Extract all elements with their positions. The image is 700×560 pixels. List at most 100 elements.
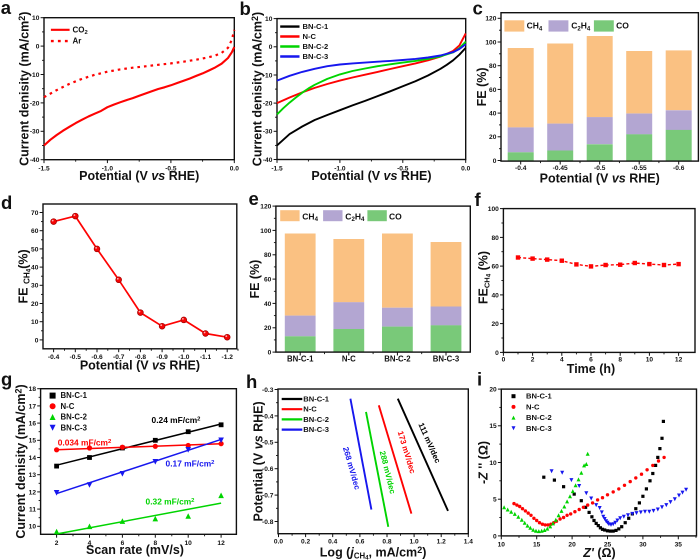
svg-text:-0.8: -0.8 bbox=[135, 354, 147, 361]
svg-text:0: 0 bbox=[495, 350, 499, 357]
svg-text:Potential (V vs RHE): Potential (V vs RHE) bbox=[540, 172, 660, 186]
svg-text:BN-C-1: BN-C-1 bbox=[526, 392, 553, 401]
svg-text:268 mV/dec: 268 mV/dec bbox=[341, 446, 362, 491]
svg-text:8: 8 bbox=[618, 357, 622, 364]
svg-text:Current denisity (mA/cm2): Current denisity (mA/cm2) bbox=[14, 384, 29, 538]
svg-text:-0.5: -0.5 bbox=[165, 166, 177, 173]
svg-text:4: 4 bbox=[560, 357, 564, 364]
svg-text:-30: -30 bbox=[30, 129, 40, 136]
svg-text:Log (jCH4, mA/cm2): Log (jCH4, mA/cm2) bbox=[320, 545, 427, 560]
svg-text:25: 25 bbox=[604, 541, 612, 548]
svg-text:70: 70 bbox=[31, 210, 39, 217]
svg-text:c: c bbox=[473, 0, 483, 19]
svg-text:12: 12 bbox=[675, 357, 683, 364]
svg-text:e: e bbox=[249, 188, 259, 209]
svg-text:-0.4: -0.4 bbox=[48, 354, 60, 361]
svg-text:20: 20 bbox=[489, 134, 497, 141]
svg-text:N-C: N-C bbox=[61, 402, 75, 411]
svg-text:0.0: 0.0 bbox=[230, 166, 239, 173]
svg-text:Current denisity (mA/cm2): Current denisity (mA/cm2) bbox=[17, 12, 32, 166]
svg-text:0.0: 0.0 bbox=[461, 166, 470, 173]
svg-text:0.17 mF/cm2: 0.17 mF/cm2 bbox=[166, 459, 216, 469]
svg-text:-1.5: -1.5 bbox=[271, 166, 283, 173]
svg-text:16: 16 bbox=[29, 421, 37, 428]
svg-text:15: 15 bbox=[533, 541, 541, 548]
svg-text:Potential (V vs RHE): Potential (V vs RHE) bbox=[252, 401, 266, 521]
svg-text:Scan rate (mV/s): Scan rate (mV/s) bbox=[86, 543, 184, 557]
svg-text:-0.5: -0.5 bbox=[262, 440, 274, 447]
svg-text:60: 60 bbox=[264, 277, 272, 284]
svg-text:20: 20 bbox=[489, 387, 497, 394]
svg-text:-20: -20 bbox=[263, 101, 273, 108]
svg-text:-0.6: -0.6 bbox=[673, 165, 685, 172]
svg-text:BN-C-1: BN-C-1 bbox=[61, 391, 88, 400]
svg-text:BN-C-1: BN-C-1 bbox=[287, 355, 314, 364]
svg-text:80: 80 bbox=[489, 63, 497, 70]
svg-text:120: 120 bbox=[260, 204, 271, 211]
svg-text:BN-C-2: BN-C-2 bbox=[303, 415, 329, 424]
svg-text:20: 20 bbox=[31, 301, 39, 308]
svg-text:-1.0: -1.0 bbox=[102, 166, 114, 173]
svg-text:4: 4 bbox=[88, 540, 92, 547]
svg-text:10: 10 bbox=[489, 460, 497, 467]
svg-text:0.2: 0.2 bbox=[301, 539, 310, 546]
svg-text:100: 100 bbox=[260, 228, 271, 235]
svg-text:Potential (V vs RHE): Potential (V vs RHE) bbox=[311, 169, 431, 183]
svg-text:120: 120 bbox=[485, 16, 496, 23]
svg-text:11: 11 bbox=[29, 507, 36, 514]
svg-text:0.4: 0.4 bbox=[328, 539, 337, 546]
svg-text:15: 15 bbox=[489, 423, 497, 430]
svg-text:-0.9: -0.9 bbox=[156, 354, 168, 361]
svg-text:d: d bbox=[1, 192, 12, 213]
svg-text:BN-C-2: BN-C-2 bbox=[303, 42, 329, 51]
svg-text:17: 17 bbox=[29, 403, 37, 410]
svg-text:-10: -10 bbox=[263, 72, 273, 79]
svg-text:30: 30 bbox=[639, 541, 647, 548]
svg-text:40: 40 bbox=[489, 111, 497, 118]
svg-text:1.0: 1.0 bbox=[410, 539, 419, 546]
svg-text:b: b bbox=[240, 0, 251, 19]
svg-text:N-C: N-C bbox=[526, 402, 540, 411]
svg-text:N-C: N-C bbox=[303, 405, 317, 414]
svg-text:10: 10 bbox=[265, 16, 273, 23]
svg-text:a: a bbox=[1, 0, 12, 18]
svg-text:-0.8: -0.8 bbox=[262, 519, 274, 526]
svg-text:BN-C-3: BN-C-3 bbox=[433, 355, 460, 364]
svg-text:-1.2: -1.2 bbox=[222, 354, 234, 361]
svg-text:BN-C-1: BN-C-1 bbox=[303, 395, 330, 404]
svg-text:2: 2 bbox=[531, 357, 535, 364]
svg-text:BN-C-2: BN-C-2 bbox=[526, 413, 552, 422]
svg-text:CO: CO bbox=[616, 21, 629, 31]
svg-text:CH4: CH4 bbox=[302, 212, 318, 224]
svg-text:10: 10 bbox=[31, 319, 39, 326]
svg-text:h: h bbox=[246, 371, 257, 392]
svg-text:Current denisity (mA/cm2): Current denisity (mA/cm2) bbox=[250, 12, 265, 166]
svg-text:20: 20 bbox=[264, 325, 272, 332]
svg-text:60: 60 bbox=[489, 87, 497, 94]
svg-text:0: 0 bbox=[269, 44, 273, 51]
svg-text:-0.6: -0.6 bbox=[91, 354, 103, 361]
svg-text:BN-C-2: BN-C-2 bbox=[384, 355, 411, 364]
svg-text:10: 10 bbox=[32, 15, 40, 22]
svg-text:0: 0 bbox=[493, 158, 497, 165]
svg-text:f: f bbox=[475, 189, 482, 210]
svg-text:-1.5: -1.5 bbox=[38, 166, 50, 173]
svg-text:BN-C-3: BN-C-3 bbox=[526, 424, 552, 433]
svg-text:18: 18 bbox=[29, 386, 37, 393]
svg-text:Potential (V vs RHE): Potential (V vs RHE) bbox=[79, 169, 199, 183]
svg-text:14: 14 bbox=[29, 455, 37, 462]
svg-text:-0.7: -0.7 bbox=[262, 493, 274, 500]
svg-text:10: 10 bbox=[29, 524, 37, 531]
svg-text:1.2: 1.2 bbox=[437, 539, 446, 546]
svg-text:30: 30 bbox=[31, 283, 39, 290]
svg-text:CH4: CH4 bbox=[527, 21, 543, 33]
svg-text:-0.5: -0.5 bbox=[397, 166, 409, 173]
svg-text:g: g bbox=[1, 369, 12, 390]
svg-text:-1.1: -1.1 bbox=[200, 354, 212, 361]
svg-text:-1.0: -1.0 bbox=[178, 354, 190, 361]
svg-text:6: 6 bbox=[589, 357, 593, 364]
svg-text:FECH4 (%): FECH4 (%) bbox=[477, 251, 493, 304]
svg-text:-Z '' (Ω): -Z '' (Ω) bbox=[477, 441, 491, 484]
svg-text:20: 20 bbox=[568, 541, 576, 548]
svg-text:40: 40 bbox=[491, 292, 499, 299]
